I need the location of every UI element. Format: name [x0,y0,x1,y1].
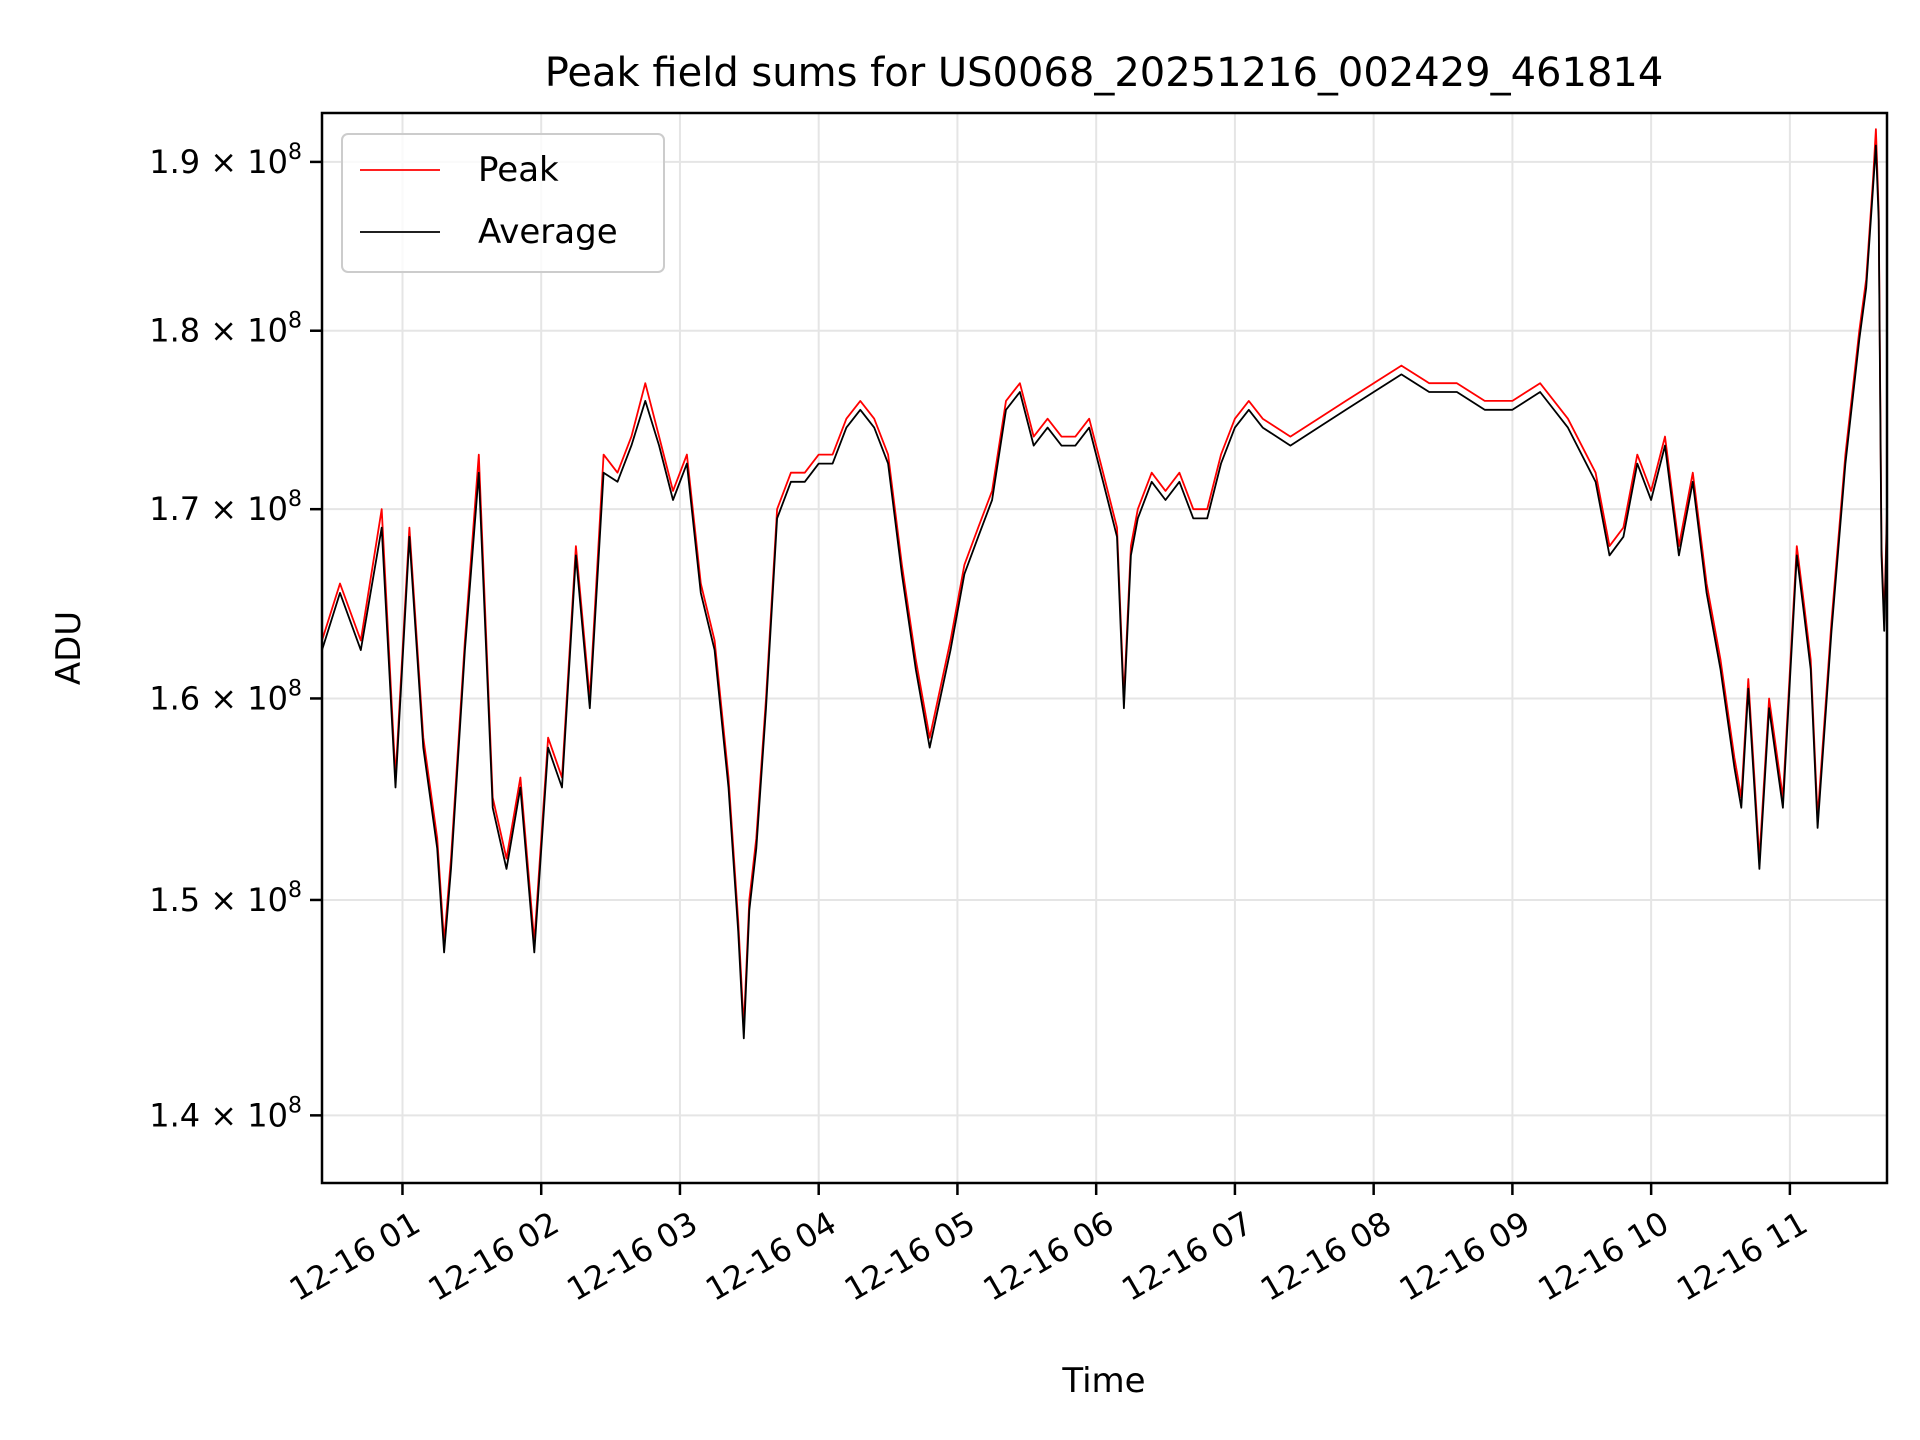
x-tick-label: 12-16 01 [283,1204,427,1309]
y-tick-label: 1.6 × 108 [149,676,302,717]
x-tick-label: 12-16 10 [1532,1204,1676,1309]
x-tick-label: 12-16 06 [977,1204,1121,1309]
y-tick-label: 1.9 × 108 [149,140,302,181]
legend-label-peak: Peak [478,150,559,190]
chart-title: Peak field sums for US0068_20251216_0024… [545,50,1664,96]
y-axis-label: ADU [49,611,89,685]
series-line-average [321,144,1888,1040]
series-layer [321,128,1888,1040]
y-tick-label: 1.4 × 108 [149,1093,302,1134]
legend: Peak Average [341,133,665,273]
x-tick-label: 12-16 04 [699,1204,843,1309]
legend-box [341,133,665,273]
legend-label-average: Average [478,212,618,252]
grid-layer [322,113,1887,1183]
y-tick-label: 1.5 × 108 [149,878,302,919]
x-tick-label: 12-16 11 [1670,1204,1814,1309]
x-tick-label: 12-16 03 [560,1204,704,1309]
x-tick-label: 12-16 02 [422,1204,566,1309]
x-tick-label: 12-16 05 [838,1204,982,1309]
x-tick-label: 12-16 07 [1115,1204,1259,1309]
x-tick-label: 12-16 09 [1393,1204,1537,1309]
y-tick-label: 1.8 × 108 [149,309,302,350]
x-tick-label: 12-16 08 [1254,1204,1398,1309]
y-tick-label: 1.7 × 108 [149,487,302,528]
x-axis-label: Time [1061,1361,1145,1401]
plot-frame [320,111,1889,1185]
